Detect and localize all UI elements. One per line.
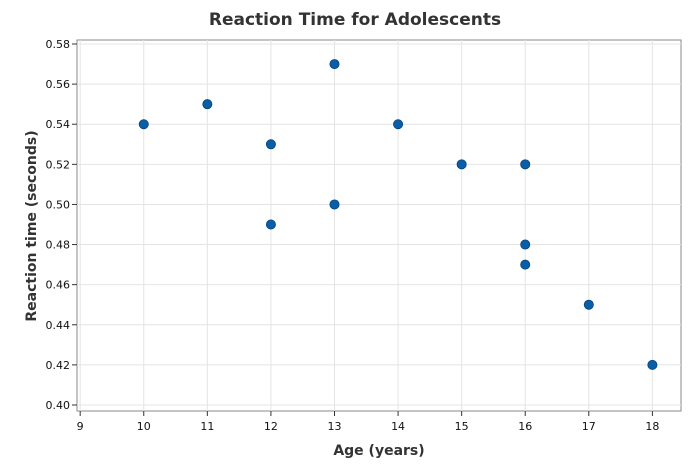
- x-tick-label: 18: [645, 420, 659, 433]
- x-tick-label: 12: [264, 420, 278, 433]
- y-tick-label: 0.58: [46, 38, 71, 51]
- y-tick-label: 0.48: [46, 239, 71, 252]
- data-point: [265, 219, 276, 230]
- y-axis-label: Reaction time (seconds): [24, 130, 40, 321]
- x-axis-label: Age (years): [333, 443, 424, 459]
- y-tick-label: 0.54: [46, 118, 71, 131]
- data-point: [456, 159, 467, 170]
- y-tick-label: 0.52: [46, 158, 71, 171]
- x-tick-label: 16: [518, 420, 532, 433]
- chart-title: Reaction Time for Adolescents: [209, 10, 501, 30]
- y-tick-label: 0.44: [46, 319, 71, 332]
- y-tick-label: 0.46: [46, 279, 71, 292]
- axis-ticks: 9 10 11 12 13 14 15 16 17 18 0.40 0.42 0.44 0.46 0.48 0…: [46, 38, 660, 433]
- data-points: [138, 59, 658, 370]
- gridlines: [77, 40, 681, 411]
- data-point: [647, 359, 658, 370]
- data-point: [520, 239, 531, 250]
- y-tick-label: 0.56: [46, 78, 71, 91]
- data-point: [520, 159, 531, 170]
- data-point: [265, 139, 276, 150]
- y-tick-label: 0.42: [46, 359, 71, 372]
- data-point: [329, 199, 340, 210]
- data-point: [329, 59, 340, 70]
- x-tick-label: 11: [200, 420, 214, 433]
- plot-area: [76, 39, 682, 412]
- x-tick-label: 10: [137, 420, 151, 433]
- x-tick-label: 14: [391, 420, 405, 433]
- y-tick-label: 0.50: [46, 198, 71, 211]
- x-tick-label: 17: [582, 420, 596, 433]
- data-point: [202, 99, 213, 110]
- x-tick-label: 9: [77, 420, 84, 433]
- data-point: [583, 299, 594, 310]
- data-point: [393, 119, 404, 130]
- data-point: [138, 119, 149, 130]
- x-tick-label: 13: [327, 420, 341, 433]
- x-tick-label: 15: [455, 420, 469, 433]
- y-tick-label: 0.40: [46, 399, 71, 412]
- data-point: [520, 259, 531, 270]
